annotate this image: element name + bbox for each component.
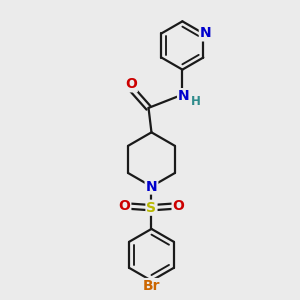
Text: N: N xyxy=(200,26,212,40)
Text: Br: Br xyxy=(143,279,160,293)
Text: H: H xyxy=(191,94,201,108)
Text: S: S xyxy=(146,201,157,215)
Text: O: O xyxy=(172,199,184,213)
Text: O: O xyxy=(118,199,130,213)
Text: N: N xyxy=(146,179,157,194)
Text: N: N xyxy=(178,89,190,103)
Text: O: O xyxy=(125,77,137,91)
